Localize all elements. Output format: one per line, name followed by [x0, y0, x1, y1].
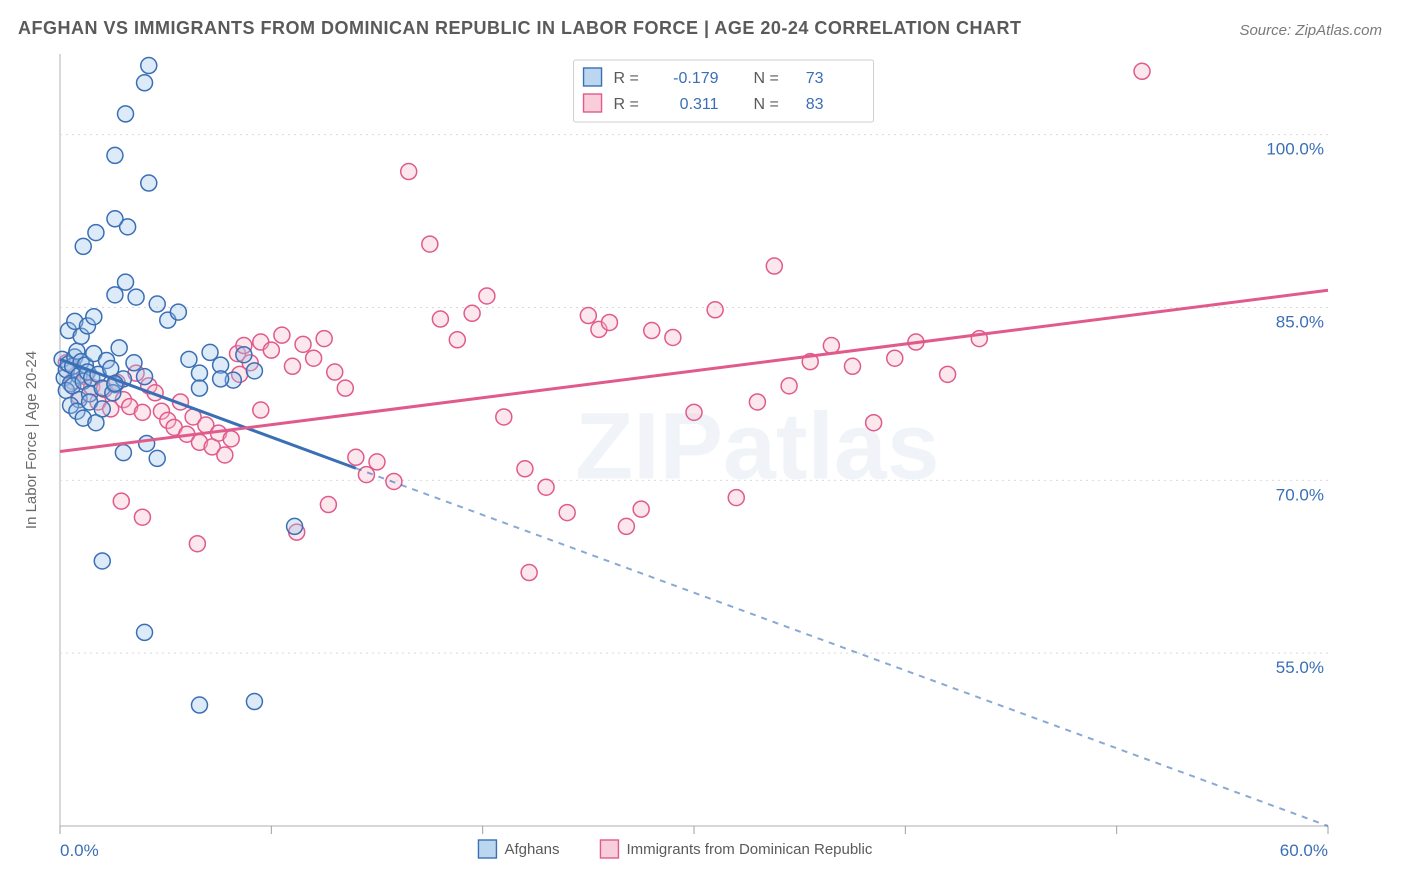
- legend-label: Immigrants from Dominican Republic: [626, 841, 872, 858]
- trendline-blue-ext: [356, 468, 1328, 826]
- stat-swatch: [584, 94, 602, 112]
- stat-n-label: N =: [754, 96, 779, 113]
- y-tick-label: 70.0%: [1276, 485, 1324, 504]
- stat-n-label: N =: [754, 70, 779, 87]
- y-tick-label: 55.0%: [1276, 658, 1324, 677]
- stat-r-value: 0.311: [680, 96, 719, 113]
- legend-label: Afghans: [504, 841, 559, 858]
- stat-swatch: [584, 68, 602, 86]
- stat-r-label: R =: [614, 96, 639, 113]
- x-tick-label: 60.0%: [1280, 841, 1328, 860]
- legend-swatch: [478, 840, 496, 858]
- y-axis-label: In Labor Force | Age 20-24: [23, 351, 40, 529]
- stat-n-value: 83: [806, 96, 824, 113]
- stat-r-label: R =: [614, 70, 639, 87]
- stat-n-value: 73: [806, 70, 824, 87]
- source-attribution: Source: ZipAtlas.com: [1239, 22, 1382, 39]
- legend-swatch: [600, 840, 618, 858]
- chart-title: AFGHAN VS IMMIGRANTS FROM DOMINICAN REPU…: [18, 18, 1022, 39]
- series-pink: [58, 63, 1150, 580]
- scatter-chart: 55.0%70.0%85.0%100.0%0.0%60.0%ZIPatlasIn…: [18, 54, 1388, 874]
- y-tick-label: 100.0%: [1266, 140, 1324, 159]
- x-tick-label: 0.0%: [60, 841, 99, 860]
- series-blue: [54, 58, 302, 713]
- stat-r-value: -0.179: [673, 70, 718, 87]
- chart-area: 55.0%70.0%85.0%100.0%0.0%60.0%ZIPatlasIn…: [18, 54, 1388, 874]
- y-tick-label: 85.0%: [1276, 312, 1324, 331]
